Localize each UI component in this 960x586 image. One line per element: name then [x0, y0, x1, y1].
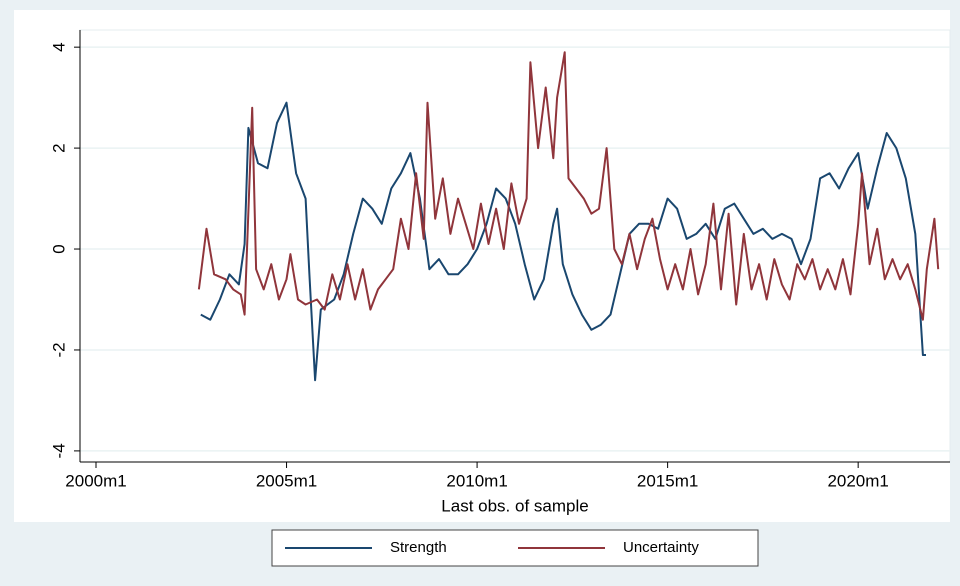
series-line	[200, 101, 926, 382]
x-axis-title: Last obs. of sample	[441, 496, 588, 515]
y-tick-label: 4	[49, 42, 68, 51]
x-tick-label: 2010m1	[446, 471, 507, 490]
legend-label: Uncertainty	[623, 539, 699, 556]
x-tick-label: 2000m1	[65, 471, 126, 490]
series-line	[197, 51, 940, 321]
y-tick-label: -2	[49, 342, 68, 357]
y-tick-label: 2	[49, 143, 68, 152]
plot-area	[79, 29, 951, 463]
y-tick-label: -4	[49, 443, 68, 458]
x-tick-label: 2015m1	[637, 471, 698, 490]
x-tick-label: 2020m1	[827, 471, 888, 490]
y-tick-label: 0	[49, 244, 68, 253]
x-tick-label: 2005m1	[256, 471, 317, 490]
legend-label: Strength	[390, 539, 447, 556]
